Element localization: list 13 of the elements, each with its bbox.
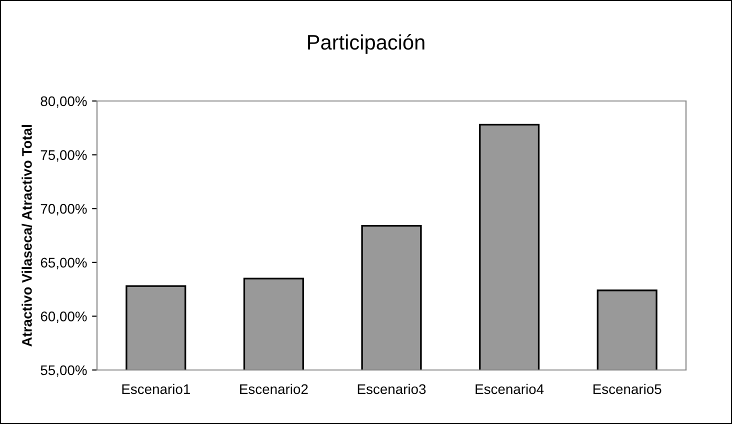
x-tick-label: Escenario4 — [476, 384, 544, 394]
y-tick-label: 60,00% — [40, 312, 87, 324]
y-axis-title: Atractivo Vilaseca/ Atractivo Total — [22, 125, 32, 347]
chart-title: Participación — [308, 34, 424, 54]
x-tick-label: Escenario3 — [358, 384, 426, 394]
y-tick-label: 70,00% — [40, 204, 87, 216]
y-tick-label: 75,00% — [40, 150, 87, 162]
x-tick-label: Escenario2 — [240, 384, 308, 394]
x-tick-label: Escenario1 — [122, 384, 190, 394]
x-tick-label: Escenario5 — [594, 384, 662, 394]
y-tick-label: 65,00% — [40, 258, 87, 270]
y-tick-label: 80,00% — [40, 96, 87, 108]
y-tick-label: 55,00% — [40, 365, 87, 377]
